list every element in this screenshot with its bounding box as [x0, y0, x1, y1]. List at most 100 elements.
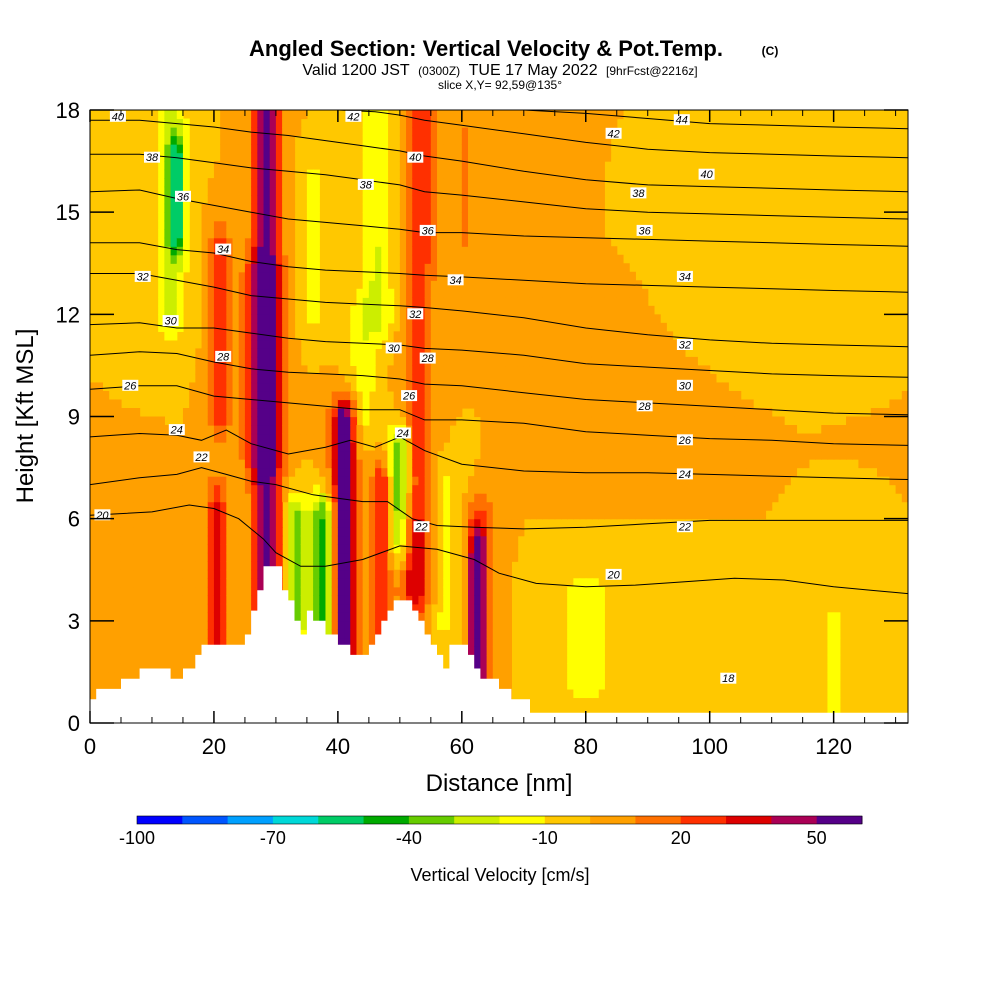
velocity-cell: [486, 476, 494, 486]
velocity-cell: [486, 382, 494, 392]
velocity-cell: [220, 263, 227, 273]
velocity-cell: [418, 135, 426, 145]
velocity-cell: [399, 493, 407, 503]
velocity-cell: [474, 663, 482, 673]
velocity-cell: [629, 339, 636, 349]
velocity-cell: [678, 493, 686, 503]
velocity-cell: [517, 127, 525, 137]
velocity-cell: [641, 373, 649, 384]
velocity-cell: [505, 620, 512, 630]
velocity-cell: [437, 407, 444, 418]
velocity-cell: [406, 169, 413, 179]
velocity-cell: [499, 663, 506, 673]
velocity-cell: [207, 561, 215, 571]
velocity-cell: [226, 612, 234, 622]
velocity-cell: [529, 186, 537, 196]
velocity-cell: [288, 493, 296, 503]
velocity-cell: [381, 322, 389, 332]
velocity-cell: [579, 288, 587, 298]
velocity-cell: [567, 612, 574, 622]
velocity-cell: [220, 373, 227, 384]
velocity-cell: [406, 552, 413, 562]
velocity-cell: [257, 178, 265, 188]
velocity-cell: [548, 212, 556, 222]
velocity-cell: [461, 612, 469, 622]
velocity-cell: [251, 237, 258, 247]
velocity-cell: [523, 450, 531, 460]
velocity-cell: [158, 612, 165, 622]
velocity-cell: [486, 586, 494, 596]
velocity-cell: [139, 569, 147, 579]
velocity-cell: [145, 433, 153, 443]
velocity-cell: [319, 603, 327, 613]
velocity-cell: [418, 416, 426, 426]
velocity-cell: [337, 518, 345, 528]
velocity-cell: [170, 544, 178, 554]
velocity-cell: [412, 416, 420, 426]
velocity-cell: [437, 373, 444, 384]
velocity-cell: [300, 373, 308, 384]
velocity-cell: [505, 654, 512, 664]
velocity-cell: [610, 459, 618, 469]
velocity-cell: [647, 493, 655, 503]
velocity-cell: [560, 246, 568, 256]
velocity-cell: [579, 654, 587, 664]
velocity-cell: [505, 637, 512, 647]
velocity-cell: [560, 271, 568, 281]
velocity-cell: [560, 331, 568, 341]
velocity-cell: [604, 425, 612, 435]
velocity-cell: [244, 578, 252, 588]
velocity-cell: [437, 288, 444, 298]
velocity-cell: [189, 544, 196, 554]
velocity-cell: [170, 646, 178, 656]
velocity-cell: [201, 459, 209, 469]
velocity-cell: [381, 518, 389, 528]
velocity-cell: [480, 152, 488, 162]
velocity-cell: [306, 544, 314, 554]
velocity-shading: [90, 110, 908, 723]
velocity-cell: [275, 544, 283, 554]
velocity-cell: [499, 501, 506, 511]
velocity-cell: [604, 297, 612, 307]
velocity-cell: [424, 178, 432, 188]
velocity-cell: [226, 322, 234, 332]
velocity-cell: [536, 118, 543, 128]
velocity-cell: [232, 186, 240, 196]
velocity-cell: [164, 544, 172, 554]
velocity-cell: [145, 450, 153, 460]
velocity-cell: [486, 484, 494, 494]
velocity-cell: [486, 246, 494, 256]
velocity-cell: [375, 629, 382, 639]
velocity-cell: [232, 178, 240, 188]
velocity-cell: [523, 195, 531, 205]
velocity-cell: [455, 110, 463, 120]
velocity-cell: [114, 569, 122, 579]
velocity-cell: [313, 484, 320, 494]
velocity-cell: [406, 331, 413, 341]
velocity-cell: [437, 127, 444, 137]
velocity-cell: [480, 399, 488, 409]
velocity-cell: [313, 493, 320, 503]
velocity-cell: [666, 365, 674, 375]
velocity-cell: [560, 152, 568, 162]
velocity-cell: [213, 203, 221, 213]
velocity-cell: [226, 237, 234, 247]
velocity-cell: [350, 484, 358, 494]
velocity-cell: [195, 356, 203, 367]
velocity-cell: [430, 135, 438, 145]
velocity-cell: [96, 493, 103, 503]
velocity-cell: [220, 169, 227, 179]
velocity-cell: [201, 620, 209, 630]
velocity-cell: [468, 297, 475, 307]
velocity-cell: [294, 603, 302, 613]
velocity-cell: [536, 416, 543, 426]
velocity-cell: [189, 663, 196, 673]
velocity-cell: [461, 637, 469, 647]
velocity-cell: [158, 450, 165, 460]
velocity-cell: [393, 578, 401, 588]
velocity-cell: [579, 118, 587, 128]
velocity-cell: [288, 535, 296, 545]
velocity-cell: [560, 442, 568, 452]
velocity-cell: [90, 518, 97, 528]
velocity-cell: [480, 390, 488, 401]
